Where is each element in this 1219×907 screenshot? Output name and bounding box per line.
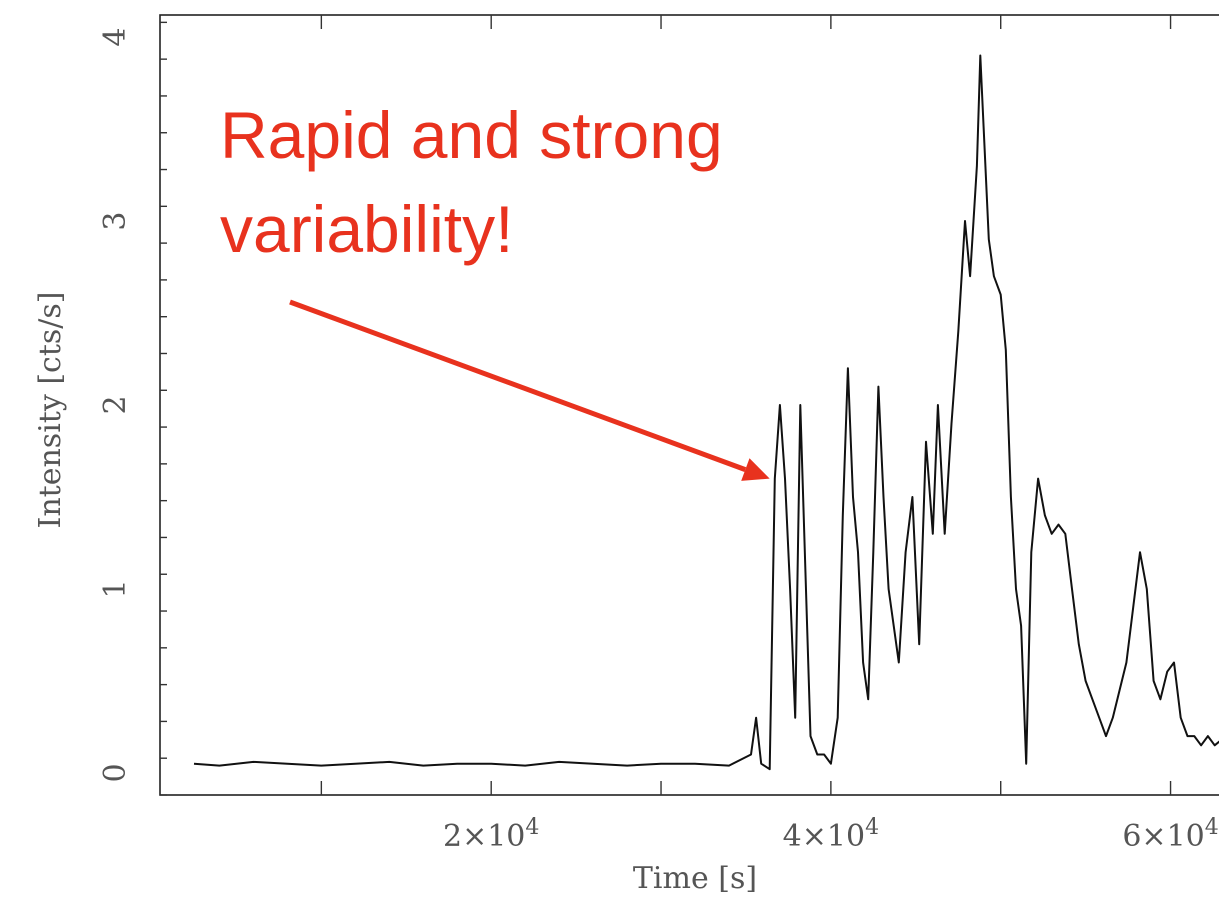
y-tick-label: 1 [98,579,133,598]
series-line [193,54,1219,771]
y-tick-label: 3 [98,211,133,230]
axis-ticks [160,15,1172,796]
x-tick-label: 6×104 [1122,815,1218,854]
x-tick-label: 4×104 [783,815,879,854]
annotation-line-2: variability! [220,192,513,266]
y-tick-label: 4 [98,28,133,47]
annotation-arrow [289,299,747,472]
y-axis-title: Intensity [cts/s] [33,292,68,529]
x-tick-labels: 2×104 4×104 6×104 [443,815,1219,854]
y-tick-labels: 0 1 2 3 4 [98,28,133,783]
plot-frame [159,14,1219,796]
annotation-line-1: Rapid and strong [220,98,723,172]
y-tick-label: 2 [98,395,133,414]
annotation: Rapid and strong variability! [220,98,770,481]
x-tick-label: 2×104 [443,815,539,854]
y-tick-label: 0 [98,763,133,782]
x-axis-title: Time [s] [633,861,757,896]
annotation-arrow-head [741,458,770,481]
